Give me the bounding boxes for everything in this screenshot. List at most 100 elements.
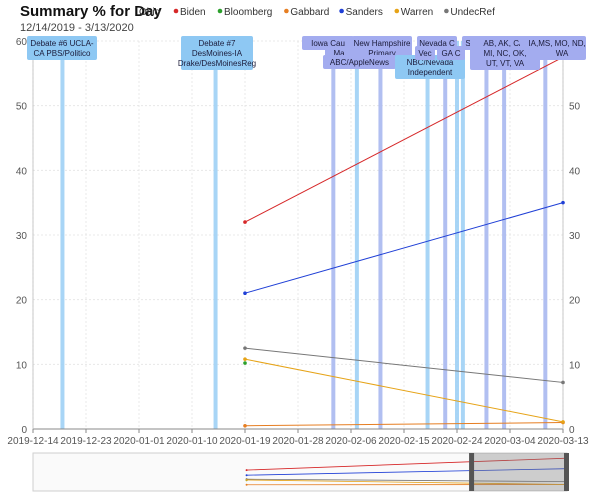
event-bar xyxy=(354,41,359,429)
y-tick-label-left: 40 xyxy=(16,166,28,177)
event-label: GA C xyxy=(437,46,465,60)
event-label-text: UT, VT, VA xyxy=(486,59,525,68)
event-label-text: WA xyxy=(556,49,569,58)
navigator-series-warren xyxy=(246,479,568,485)
event-label-box xyxy=(323,55,396,69)
legend-swatch xyxy=(173,8,179,14)
navigator-series-undecref xyxy=(246,478,568,483)
event-label-text: MS, MO, ND, xyxy=(538,39,586,48)
event-label: Debate #6 UCLA-CA PBS/Politico xyxy=(27,36,97,60)
event-label-box xyxy=(181,36,253,70)
event-bar xyxy=(455,41,459,429)
legend-swatch xyxy=(284,8,289,14)
y-tick-label-left: 50 xyxy=(16,102,28,113)
legend-label: UndecRef xyxy=(450,7,495,18)
event-label-text: Drake/DesMoinesReg xyxy=(178,59,256,68)
data-point-undecref xyxy=(561,380,565,385)
event-bar xyxy=(60,41,65,429)
event-label: MS, MO, ND,WA xyxy=(538,36,586,60)
navigator-point xyxy=(245,483,248,486)
navigator-handle-right xyxy=(564,453,569,491)
navigator-series-biden xyxy=(246,457,568,471)
event-label-box xyxy=(27,36,97,60)
x-tick-label: 2020-02-06 xyxy=(325,436,377,447)
series-line-sanders xyxy=(244,202,564,294)
event-label-text: MI, NC, OK, xyxy=(483,49,526,58)
event-label-text: Debate #6 UCLA- xyxy=(30,39,93,48)
x-tick-label: 2020-02-24 xyxy=(431,436,483,447)
legend-label: Bloomberg xyxy=(224,7,272,18)
range-navigator[interactable] xyxy=(32,452,569,492)
y-tick-label-left: 60 xyxy=(16,37,28,48)
x-tick-label: 2020-03-13 xyxy=(537,436,589,447)
event-label: Vec xyxy=(415,46,435,60)
event-label-box xyxy=(415,46,435,60)
series xyxy=(243,55,565,428)
x-tick-label: 2020-02-15 xyxy=(378,436,430,447)
data-point-sanders xyxy=(243,291,247,296)
x-tick-label: 2019-12-23 xyxy=(60,436,112,447)
event-markers xyxy=(60,41,548,429)
event-bar xyxy=(378,41,383,429)
y-tick-label-right: 40 xyxy=(569,166,581,177)
y-tick-label-left: 10 xyxy=(16,360,28,371)
event-label-text: Independent xyxy=(408,68,453,77)
event-label-text: Iowa Cau xyxy=(311,39,345,48)
y-tick-label-right: 0 xyxy=(569,425,575,436)
data-point-warren xyxy=(561,420,565,424)
state-label: Ohio xyxy=(139,7,161,18)
navigator-series-sanders xyxy=(246,468,568,476)
series-line-biden xyxy=(244,56,564,223)
legend-swatch xyxy=(217,8,223,14)
x-tick-label: 2020-01-28 xyxy=(272,436,324,447)
data-point-bloomberg xyxy=(243,361,247,365)
event-label-text: Vec xyxy=(418,49,431,58)
y-tick-label-left: 0 xyxy=(21,425,27,436)
legend-label: Biden xyxy=(180,7,206,18)
y-tick-label-right: 10 xyxy=(569,360,581,371)
x-tick-label: 2020-01-10 xyxy=(166,436,218,447)
series-line-gabbard xyxy=(244,422,564,427)
x-tick-label: 2020-01-19 xyxy=(219,436,271,447)
event-label-text: New Hampshire xyxy=(354,39,411,48)
event-label-box xyxy=(437,46,465,60)
y-tick-label-right: 20 xyxy=(569,296,581,307)
event-label-box xyxy=(395,55,465,79)
event-label-text: NBC/Nevada xyxy=(407,58,454,67)
event-label-text: CA PBS/Politico xyxy=(34,49,91,58)
legend-label: Sanders xyxy=(346,7,383,18)
event-label-text: Primary xyxy=(368,49,396,58)
event-label-text: Debate #7 xyxy=(199,39,236,48)
event-bar xyxy=(502,41,507,429)
navigator-point xyxy=(245,474,248,477)
y-tick-label-right: 30 xyxy=(569,231,581,242)
event-bar xyxy=(460,41,465,429)
data-point-warren xyxy=(243,357,247,361)
series-line-undecref xyxy=(244,347,564,383)
event-label-text: ABC/AppleNews xyxy=(330,58,389,67)
event-bar xyxy=(213,41,218,429)
x-tick-label: 2020-03-04 xyxy=(484,436,536,447)
data-point-gabbard xyxy=(243,423,247,428)
date-range: 12/14/2019 - 3/13/2020 xyxy=(20,22,134,34)
event-label-box xyxy=(538,36,586,60)
chart-title: Summary % for Day xyxy=(20,3,162,20)
legend-swatch xyxy=(394,8,400,14)
series-line-warren xyxy=(244,358,564,423)
event-bar xyxy=(443,41,448,429)
event-label-text: GA C xyxy=(441,49,460,58)
x-tick-label: 2019-12-14 xyxy=(7,436,59,447)
event-bar xyxy=(425,41,430,429)
data-point-undecref xyxy=(243,346,247,350)
event-label-box xyxy=(352,36,412,60)
data-point-biden xyxy=(243,220,247,224)
axes: 001010202030304040505060602019-12-142019… xyxy=(7,37,589,447)
legend-label: Gabbard xyxy=(290,7,329,18)
event-label-text: AB, AK, CA, xyxy=(483,39,526,48)
grid xyxy=(32,40,564,430)
navigator-point xyxy=(245,469,248,472)
